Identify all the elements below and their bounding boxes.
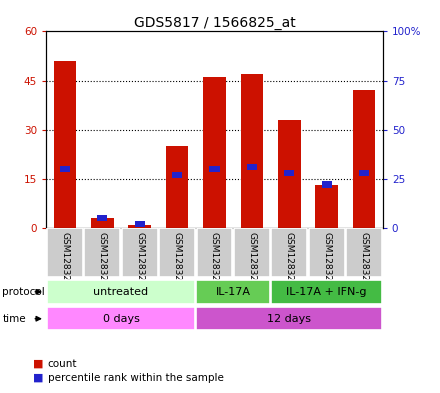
Text: GSM1283282: GSM1283282 — [359, 232, 369, 292]
Bar — [97, 215, 107, 221]
Text: IL-17A: IL-17A — [216, 287, 251, 297]
Bar — [247, 164, 257, 170]
Text: GSM1283276: GSM1283276 — [135, 232, 144, 292]
Text: GSM1283279: GSM1283279 — [247, 232, 257, 292]
Bar — [91, 218, 114, 228]
Bar — [209, 166, 220, 172]
Bar — [196, 307, 382, 331]
Bar — [47, 228, 83, 277]
Bar — [135, 221, 145, 227]
Bar — [315, 185, 338, 228]
Text: 0 days: 0 days — [103, 314, 139, 324]
Bar — [359, 170, 369, 176]
Bar — [47, 307, 195, 331]
Bar — [234, 228, 270, 277]
Text: GSM1283277: GSM1283277 — [172, 232, 182, 292]
Bar — [309, 228, 345, 277]
Text: GSM1283280: GSM1283280 — [285, 232, 294, 292]
Bar — [159, 228, 195, 277]
Text: IL-17A + IFN-g: IL-17A + IFN-g — [286, 287, 367, 297]
Text: time: time — [2, 314, 26, 324]
Bar — [196, 279, 270, 304]
Text: GSM1283275: GSM1283275 — [98, 232, 107, 292]
Bar — [284, 170, 294, 176]
Bar — [203, 77, 226, 228]
Text: GSM1283278: GSM1283278 — [210, 232, 219, 292]
Bar — [128, 225, 151, 228]
Bar — [60, 166, 70, 172]
Bar — [54, 61, 76, 228]
Text: protocol: protocol — [2, 287, 45, 297]
Bar — [271, 228, 307, 277]
Bar — [346, 228, 382, 277]
Text: count: count — [48, 358, 77, 369]
Text: percentile rank within the sample: percentile rank within the sample — [48, 373, 224, 383]
Bar — [271, 279, 382, 304]
Bar — [197, 228, 232, 277]
Bar — [166, 146, 188, 228]
Text: GSM1283274: GSM1283274 — [60, 232, 70, 292]
Text: ■: ■ — [33, 373, 44, 383]
Text: GSM1283281: GSM1283281 — [322, 232, 331, 292]
Bar — [172, 172, 182, 178]
Bar — [122, 228, 158, 277]
Bar — [241, 74, 263, 228]
Bar — [47, 279, 195, 304]
Bar — [278, 120, 301, 228]
Text: untreated: untreated — [93, 287, 149, 297]
Title: GDS5817 / 1566825_at: GDS5817 / 1566825_at — [134, 17, 295, 30]
Bar — [353, 90, 375, 228]
Text: ■: ■ — [33, 358, 44, 369]
Text: 12 days: 12 days — [268, 314, 312, 324]
Bar — [322, 182, 332, 188]
Bar — [84, 228, 120, 277]
